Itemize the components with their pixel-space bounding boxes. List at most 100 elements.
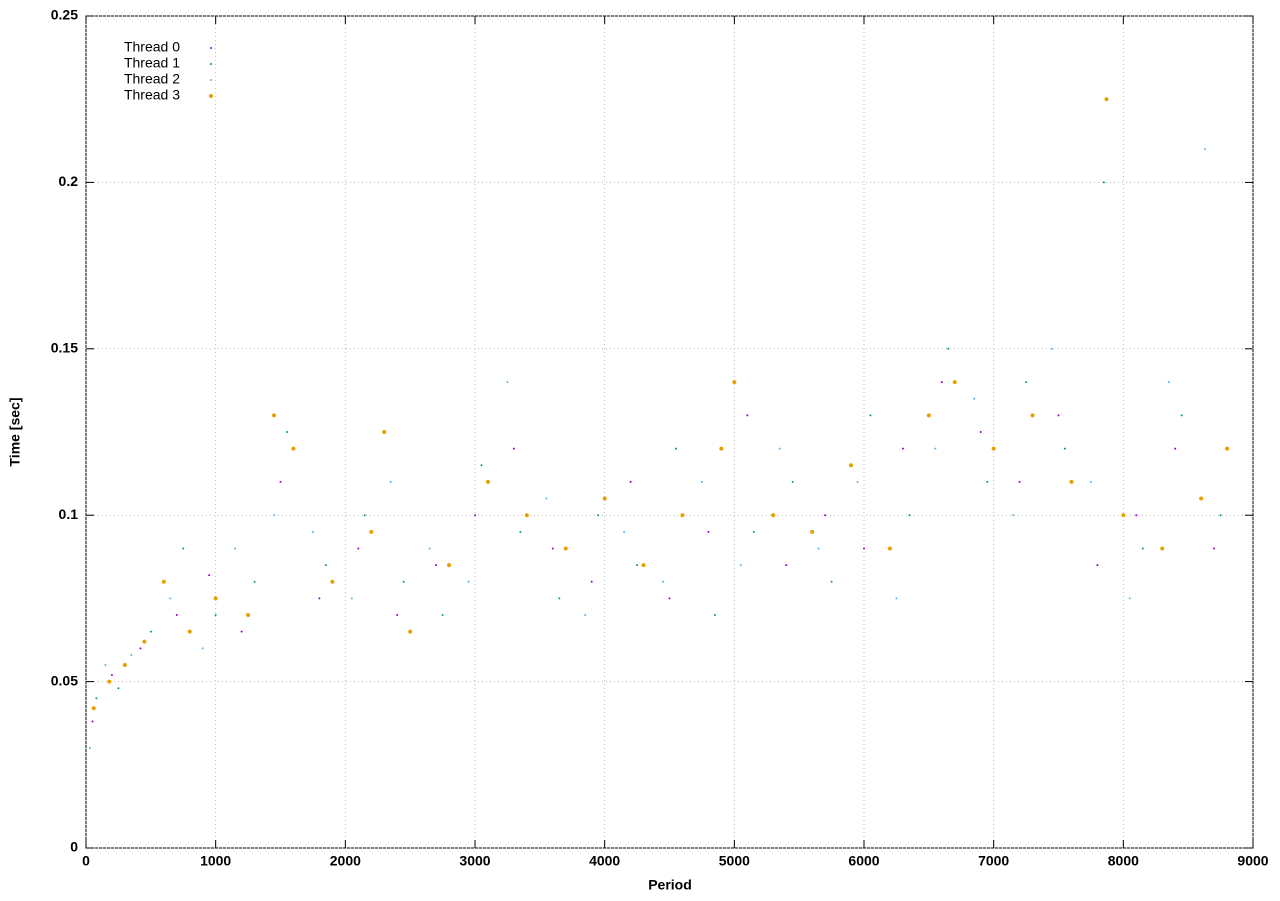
legend-label: Thread 0 [124,39,180,55]
point [139,647,142,650]
point [719,446,724,451]
x-tick-label: 8000 [1108,853,1139,869]
x-tick-label: 9000 [1237,853,1268,869]
point [435,564,438,567]
point [467,580,470,583]
point [1135,514,1138,517]
point [1030,413,1035,418]
point [602,496,607,501]
point [908,514,911,517]
point [1141,547,1144,550]
point [291,446,296,451]
point [810,529,815,534]
point [524,513,529,518]
point [389,480,392,483]
point [117,687,120,690]
point [485,479,490,484]
x-tick-label: 5000 [719,853,750,869]
point [396,614,399,617]
point [551,547,554,550]
point [88,747,91,750]
point [1180,414,1183,417]
point [1104,97,1109,102]
point [934,447,937,450]
point [1213,547,1216,550]
point [480,464,483,467]
point [187,629,192,634]
x-tick-label: 4000 [589,853,620,869]
point [213,596,218,601]
point [895,597,898,600]
point [926,413,931,418]
point [791,480,794,483]
point [91,720,94,723]
point [512,447,515,450]
point [234,547,237,550]
point [785,564,788,567]
y-tick-label: 0.25 [51,7,78,23]
legend-marker [210,79,212,81]
point [272,413,277,418]
point [519,530,522,533]
point [1012,514,1015,517]
point [1102,181,1105,184]
point [428,547,431,550]
point [169,597,172,600]
point [584,614,587,617]
x-tick-label: 7000 [978,853,1009,869]
point [1096,564,1099,567]
point [849,463,854,468]
point [201,647,204,650]
point [563,546,568,551]
point [771,513,776,518]
point [1018,480,1021,483]
point [104,663,107,666]
point [1225,446,1230,451]
point [1089,480,1092,483]
point [662,580,665,583]
point [986,480,989,483]
point [273,514,276,517]
point [856,480,859,483]
point [369,529,374,534]
point [279,480,282,483]
point [746,414,749,417]
point [91,706,96,711]
point [558,597,561,600]
point [739,564,742,567]
point [680,513,685,518]
point [447,563,452,568]
point [1160,546,1165,551]
point [752,530,755,533]
point [707,530,710,533]
y-tick-label: 0.1 [59,506,79,522]
point [357,547,360,550]
legend-marker [210,47,212,49]
y-axis-label: Time [sec] [7,398,23,467]
point [1025,381,1028,384]
point [324,564,327,567]
point [1121,513,1126,518]
point [590,580,593,583]
point [506,381,509,384]
point [668,597,671,600]
point [1167,381,1170,384]
point [182,547,185,550]
point [311,530,314,533]
point [869,414,872,417]
point [623,530,626,533]
point [713,614,716,617]
point [732,380,737,385]
point [940,381,943,384]
legend-label: Thread 3 [124,87,180,103]
point [545,497,548,500]
point [863,547,865,550]
point [214,614,217,617]
point [107,679,112,684]
point [149,630,152,633]
point [817,547,820,550]
y-tick-label: 0.05 [51,672,78,688]
point [901,447,904,450]
point [830,580,833,583]
